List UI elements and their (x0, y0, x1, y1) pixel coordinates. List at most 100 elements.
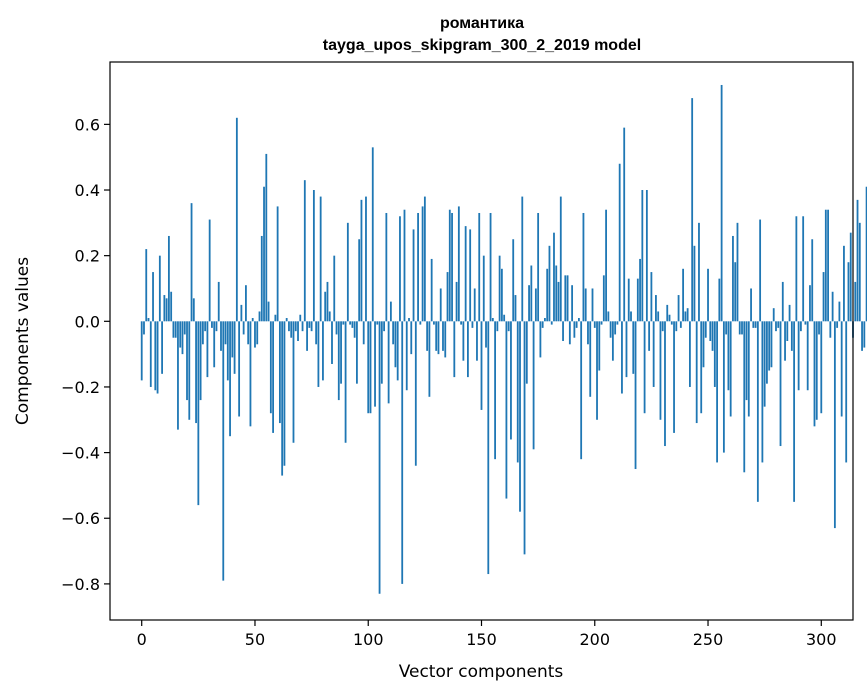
bar-43 (238, 321, 241, 417)
bar-106 (380, 321, 383, 384)
bar-53 (260, 235, 263, 322)
bar-264 (738, 321, 741, 335)
bar-266 (743, 321, 746, 473)
bar-22 (190, 203, 193, 322)
bar-162 (507, 321, 510, 332)
bar-122 (417, 212, 419, 322)
bar-292 (802, 216, 805, 322)
bar-301 (822, 272, 825, 322)
bar-276 (766, 321, 768, 384)
bar-76 (312, 190, 315, 322)
bar-300 (820, 321, 823, 414)
bar-60 (276, 206, 279, 322)
bar-254 (716, 321, 718, 463)
bar-223 (645, 190, 648, 322)
bar-39 (229, 321, 231, 437)
y-tick-label: −0.8 (61, 575, 100, 594)
bar-198 (589, 321, 592, 397)
bar-56 (267, 301, 270, 322)
x-tick-label: 150 (466, 630, 497, 649)
bar-253 (713, 321, 716, 387)
bar-187 (564, 275, 567, 322)
bar-275 (763, 321, 766, 407)
bar-203 (600, 321, 603, 325)
bar-148 (476, 321, 478, 361)
bar-293 (804, 321, 807, 325)
bar-258 (725, 321, 728, 335)
bar-120 (412, 229, 415, 322)
bar-153 (487, 321, 490, 575)
y-tick-label: −0.6 (61, 509, 100, 528)
bar-19 (183, 321, 186, 335)
bar-246 (698, 222, 700, 322)
bar-211 (618, 163, 621, 322)
bar-278 (770, 321, 773, 368)
bar-73 (306, 321, 308, 351)
bar-168 (521, 196, 524, 322)
bar-165 (514, 295, 517, 322)
bar-96 (358, 239, 361, 322)
bar-152 (485, 321, 487, 348)
bar-28 (204, 321, 207, 332)
bar-101 (369, 321, 372, 414)
bar-299 (818, 321, 820, 335)
bar-114 (399, 216, 401, 322)
bar-210 (616, 321, 619, 325)
bar-47 (247, 321, 250, 345)
bar-117 (405, 321, 408, 391)
bar-228 (657, 311, 660, 322)
bar-196 (584, 288, 587, 322)
bar-107 (383, 321, 385, 332)
x-tick-label: 250 (693, 630, 724, 649)
bar-239 (682, 268, 685, 322)
bar-100 (367, 321, 370, 414)
bar-221 (641, 190, 644, 322)
bar-186 (562, 321, 564, 341)
bar-319 (863, 321, 866, 348)
y-axis-label: Components values (13, 257, 33, 425)
bar-52 (258, 311, 261, 322)
bar-193 (578, 318, 580, 322)
bar-6 (154, 321, 157, 391)
bar-143 (464, 226, 467, 322)
bar-14 (172, 321, 175, 338)
bar-130 (435, 321, 438, 351)
bar-133 (442, 321, 444, 351)
bar-51 (256, 321, 259, 345)
bar-241 (686, 308, 689, 322)
bar-214 (625, 321, 628, 378)
bar-267 (745, 321, 748, 401)
bar-36 (222, 321, 225, 581)
bar-121 (414, 321, 417, 466)
bar-204 (602, 275, 605, 322)
bar-79 (319, 196, 322, 322)
bar-281 (777, 321, 780, 328)
bar-45 (242, 321, 245, 335)
bar-260 (729, 321, 732, 417)
bar-287 (790, 321, 793, 351)
bar-259 (727, 321, 730, 391)
bar-274 (761, 321, 764, 463)
x-axis-ticks: 0 50 100 150 200 250 300 (137, 620, 837, 649)
bar-1 (143, 321, 145, 335)
bar-85 (333, 255, 336, 322)
bar-118 (408, 318, 410, 322)
bar-138 (453, 321, 456, 378)
bar-282 (779, 321, 782, 447)
bar-94 (353, 321, 356, 338)
bar-235 (673, 321, 675, 433)
y-tick-label: −0.2 (61, 378, 100, 397)
bar-20 (186, 321, 188, 401)
bar-184 (557, 281, 560, 322)
bar-112 (394, 321, 397, 368)
bar-199 (591, 288, 594, 322)
bar-247 (700, 321, 703, 414)
bar-261 (732, 235, 734, 322)
bar-4 (149, 321, 152, 387)
bar-160 (503, 314, 506, 322)
bar-181 (550, 321, 553, 325)
bar-102 (371, 147, 374, 322)
bar-179 (546, 268, 549, 322)
bar-3 (147, 318, 150, 322)
bar-309 (840, 321, 843, 417)
